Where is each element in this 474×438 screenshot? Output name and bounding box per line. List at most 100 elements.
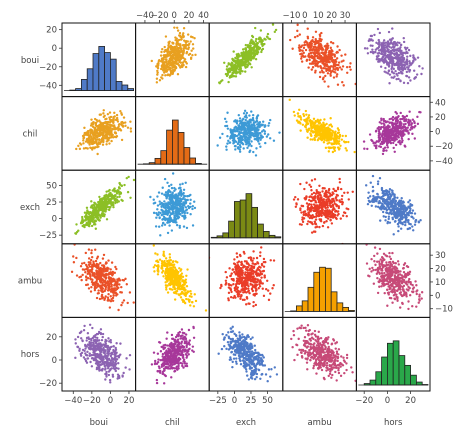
point-exch-chil — [185, 182, 187, 184]
point-chil-boui — [98, 132, 100, 134]
point-chil-exch — [262, 121, 264, 123]
point-exch-ambu — [313, 210, 315, 212]
point-exch-ambu — [314, 178, 316, 180]
point-chil-ambu — [313, 118, 315, 120]
hist-bar-chil-6 — [172, 120, 178, 164]
point-boui-chil — [164, 46, 166, 48]
point-chil-hors — [387, 146, 389, 148]
panel-boui-boui — [62, 23, 136, 97]
point-exch-ambu — [309, 195, 311, 197]
point-boui-exch — [257, 38, 259, 40]
point-chil-exch — [239, 144, 241, 146]
point-chil-ambu — [341, 138, 343, 140]
point-exch-chil — [153, 212, 155, 214]
point-exch-chil — [177, 217, 179, 219]
point-boui-chil — [185, 40, 187, 42]
point-exch-chil — [175, 194, 177, 196]
point-boui-hors — [409, 79, 411, 81]
point-boui-exch — [237, 65, 239, 67]
point-chil-hors — [411, 133, 413, 135]
hist-bar-boui-7 — [105, 53, 111, 91]
point-chil-ambu — [323, 141, 325, 143]
point-exch-chil — [172, 221, 174, 223]
point-exch-hors — [381, 192, 383, 194]
point-chil-hors — [379, 121, 381, 123]
point-boui-ambu — [296, 30, 298, 32]
point-boui-hors — [381, 53, 383, 55]
point-chil-hors — [394, 135, 396, 137]
point-chil-exch — [247, 142, 249, 144]
point-chil-hors — [381, 143, 383, 145]
point-exch-ambu — [325, 210, 327, 212]
point-exch-boui — [116, 196, 118, 198]
point-ambu-boui — [103, 254, 105, 256]
point-boui-ambu — [340, 54, 342, 56]
point-exch-hors — [409, 227, 411, 229]
point-boui-chil — [164, 74, 166, 76]
point-boui-chil — [183, 35, 185, 37]
point-exch-hors — [401, 218, 403, 220]
point-exch-hors — [412, 209, 414, 211]
point-chil-exch — [237, 143, 239, 145]
point-exch-ambu — [319, 219, 321, 221]
point-boui-ambu — [330, 49, 332, 51]
point-boui-hors — [387, 42, 389, 44]
point-boui-hors — [371, 49, 373, 51]
point-chil-hors — [400, 132, 402, 134]
point-boui-exch — [255, 43, 257, 45]
point-chil-ambu — [298, 115, 300, 117]
point-chil-boui — [112, 134, 114, 136]
point-chil-boui — [87, 130, 89, 132]
point-exch-ambu — [342, 201, 344, 203]
point-exch-chil — [159, 203, 161, 205]
point-boui-exch — [226, 65, 228, 67]
hist-bar-chil-5 — [167, 130, 173, 164]
point-boui-chil — [183, 27, 185, 29]
point-boui-exch — [225, 73, 227, 75]
point-boui-chil — [156, 70, 158, 72]
point-chil-hors — [416, 116, 418, 118]
point-chil-exch — [252, 114, 254, 116]
point-exch-ambu — [335, 190, 337, 192]
point-exch-ambu — [327, 217, 329, 219]
point-chil-hors — [383, 122, 385, 124]
point-boui-chil — [182, 64, 184, 66]
point-boui-ambu — [320, 44, 322, 46]
hist-bar-chil-8 — [184, 148, 190, 165]
point-boui-chil — [176, 51, 178, 53]
point-exch-boui — [112, 206, 114, 208]
point-boui-ambu — [303, 47, 305, 49]
point-chil-hors — [363, 148, 365, 150]
point-chil-ambu — [338, 131, 340, 133]
point-exch-ambu — [334, 210, 336, 212]
point-exch-ambu — [344, 212, 346, 214]
point-chil-boui — [103, 109, 105, 111]
point-chil-exch — [225, 145, 227, 147]
point-exch-chil — [173, 212, 175, 214]
point-exch-hors — [382, 207, 384, 209]
point-chil-ambu — [344, 147, 346, 149]
point-chil-hors — [408, 124, 410, 126]
point-chil-boui — [109, 118, 111, 120]
point-chil-boui — [109, 133, 111, 135]
point-exch-hors — [385, 216, 387, 218]
point-exch-chil — [164, 224, 166, 226]
point-chil-boui — [107, 123, 109, 125]
point-exch-ambu — [300, 205, 302, 207]
point-boui-ambu — [328, 50, 330, 52]
point-chil-hors — [410, 123, 412, 125]
point-exch-hors — [403, 207, 405, 209]
point-exch-hors — [407, 219, 409, 221]
point-boui-chil — [160, 76, 162, 78]
point-boui-hors — [378, 43, 380, 45]
point-chil-hors — [384, 146, 386, 148]
point-boui-ambu — [333, 76, 335, 78]
point-chil-hors — [419, 111, 421, 113]
point-boui-hors — [378, 46, 380, 48]
point-boui-ambu — [339, 66, 341, 68]
point-chil-ambu — [314, 122, 316, 124]
point-chil-boui — [96, 153, 98, 155]
point-boui-chil — [151, 60, 153, 62]
point-exch-hors — [389, 211, 391, 213]
point-exch-hors — [367, 197, 369, 199]
